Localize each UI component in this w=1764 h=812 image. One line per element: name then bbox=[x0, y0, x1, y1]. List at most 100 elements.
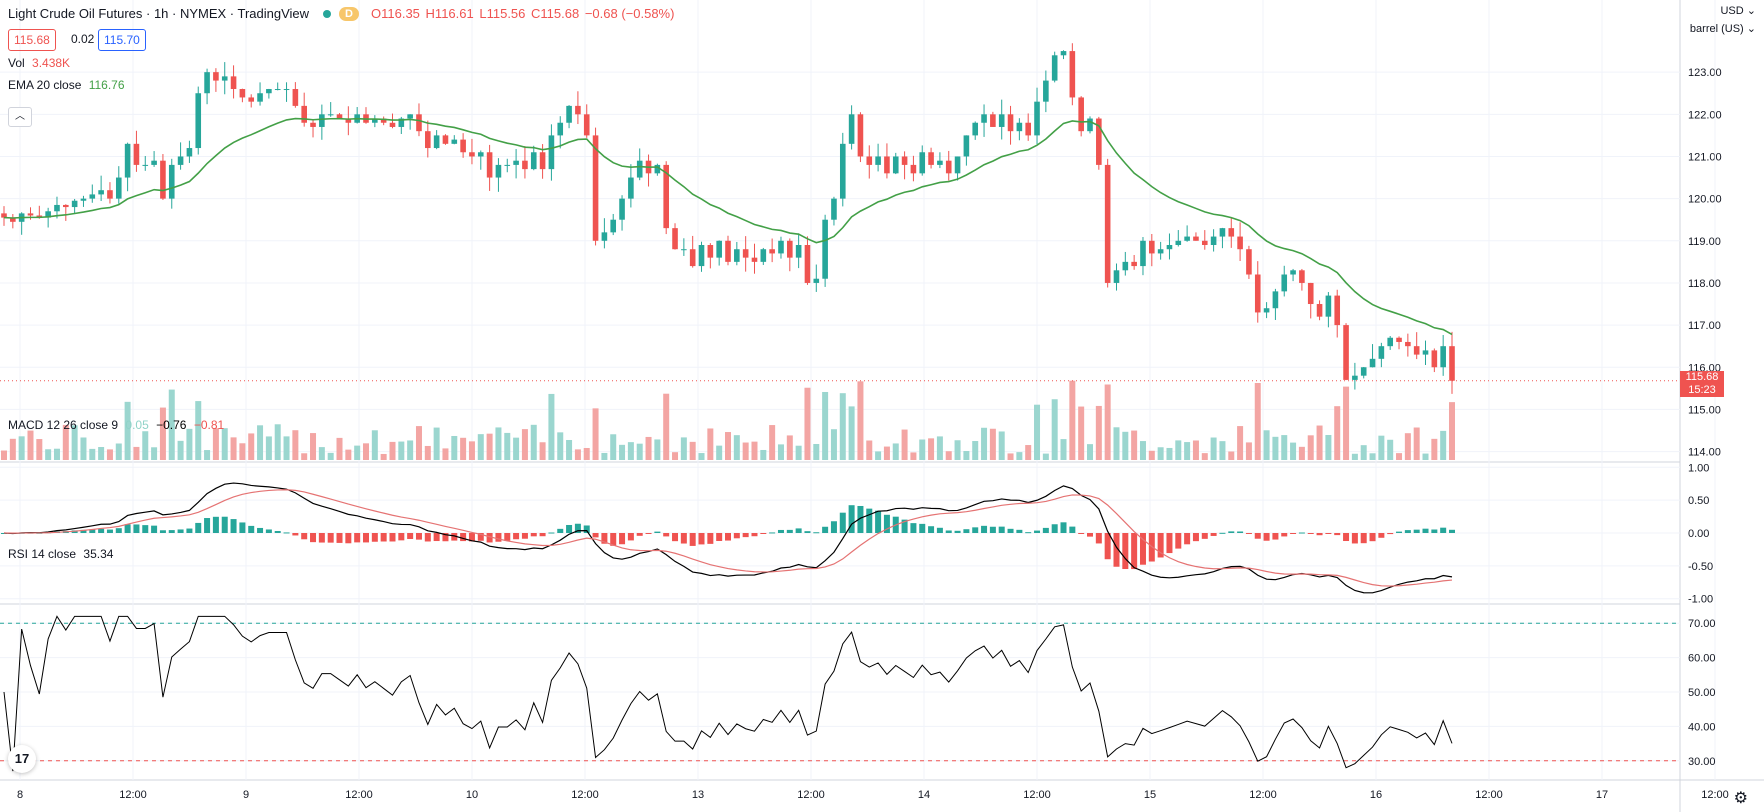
volume-bar bbox=[230, 437, 237, 460]
volume-bar bbox=[910, 452, 917, 460]
tradingview-logo[interactable]: 17 bbox=[8, 745, 36, 773]
buy-price-button[interactable]: 115.70 bbox=[98, 29, 146, 51]
macd-label: MACD 12 26 close 9 bbox=[8, 418, 119, 432]
volume-bar bbox=[115, 443, 122, 460]
low-value: L115.56 bbox=[479, 6, 526, 21]
volume-bar bbox=[433, 427, 440, 460]
candle-body bbox=[36, 215, 43, 218]
price-tick-label: 120.00 bbox=[1688, 194, 1722, 206]
volume-bar bbox=[530, 424, 537, 460]
macd-hist-bar bbox=[80, 529, 87, 533]
macd-hist-bar bbox=[1387, 533, 1394, 535]
macd-hist-bar bbox=[1290, 533, 1297, 534]
volume-bar bbox=[592, 408, 599, 460]
collapse-legend-button[interactable]: ︿ bbox=[8, 107, 32, 127]
macd-hist-bar bbox=[1201, 533, 1208, 539]
candle-body bbox=[795, 245, 802, 258]
volume-bar bbox=[548, 393, 555, 460]
candle-body bbox=[1254, 274, 1261, 313]
candle-body bbox=[1060, 51, 1067, 56]
candle-body bbox=[1281, 274, 1288, 292]
candle-body bbox=[10, 217, 16, 222]
symbol-title[interactable]: Light Crude Oil Futures · 1h · NYMEX · T… bbox=[8, 6, 310, 21]
candle-body bbox=[1316, 304, 1323, 317]
candle-body bbox=[892, 156, 899, 174]
macd-hist-bar bbox=[389, 533, 396, 542]
volume-bar bbox=[336, 437, 343, 460]
ema-legend[interactable]: EMA 20 close 116.76 bbox=[8, 78, 125, 92]
candle-body bbox=[1440, 346, 1446, 368]
macd-hist-bar bbox=[1237, 531, 1244, 533]
volume-bar bbox=[1025, 445, 1032, 460]
candle-body bbox=[981, 114, 987, 123]
macd-hist-bar bbox=[159, 530, 166, 533]
volume-bar bbox=[1210, 437, 1217, 460]
volume-bar bbox=[857, 381, 864, 460]
candle-body bbox=[1034, 101, 1040, 136]
volume-bar bbox=[151, 447, 158, 460]
volume-bar bbox=[1254, 382, 1261, 460]
interval-badge[interactable]: D bbox=[339, 6, 359, 21]
volume-bar bbox=[574, 449, 581, 460]
candle-body bbox=[530, 152, 537, 170]
macd-hist-bar bbox=[901, 519, 908, 533]
volume-bar bbox=[1396, 453, 1403, 460]
macd-hist-bar bbox=[963, 529, 970, 533]
candle-body bbox=[1051, 55, 1058, 81]
macd-hist-bar bbox=[310, 533, 317, 543]
volume-bar bbox=[177, 440, 184, 460]
volume-bar bbox=[1387, 439, 1394, 460]
volume-bar bbox=[1016, 452, 1023, 460]
macd-hist-bar bbox=[283, 532, 290, 534]
price-tick-label: 119.00 bbox=[1688, 236, 1721, 248]
volume-bar bbox=[1087, 444, 1093, 460]
macd-hist-bar bbox=[292, 533, 299, 536]
volume-bar bbox=[919, 439, 926, 460]
macd-hist-bar bbox=[610, 533, 617, 546]
volume-bar bbox=[1, 450, 7, 460]
volume-bar bbox=[1360, 445, 1367, 460]
macd-tick-label: -1.00 bbox=[1688, 594, 1713, 606]
candle-body bbox=[716, 240, 722, 258]
candle-body bbox=[787, 240, 793, 258]
candle-body bbox=[998, 114, 1005, 127]
volume-bar bbox=[1378, 435, 1385, 460]
macd-hist-bar bbox=[1378, 533, 1385, 538]
candle-body bbox=[133, 143, 140, 165]
time-tick-label: 8 bbox=[17, 789, 23, 801]
volume-bar bbox=[566, 439, 573, 460]
macd-hist-bar bbox=[265, 529, 272, 533]
candle-body bbox=[27, 213, 34, 216]
volume-bar bbox=[610, 434, 617, 460]
candle-body bbox=[1369, 358, 1376, 368]
volume-bar bbox=[1325, 434, 1332, 460]
volume-bar bbox=[327, 452, 334, 460]
time-tick-label: 12:00 bbox=[1023, 789, 1051, 801]
macd-hist-bar bbox=[371, 533, 378, 542]
macd-hist-bar bbox=[221, 516, 228, 533]
candle-body bbox=[689, 249, 696, 267]
sell-price-button[interactable]: 115.68 bbox=[8, 29, 56, 51]
candle-body bbox=[257, 93, 263, 102]
volume-legend[interactable]: Vol 3.438K bbox=[8, 56, 70, 70]
macd-hist-bar bbox=[442, 533, 449, 542]
gear-icon[interactable]: ⚙ bbox=[1733, 790, 1748, 807]
rsi-legend[interactable]: RSI 14 close 35.34 bbox=[8, 547, 113, 561]
candle-body bbox=[239, 89, 246, 98]
currency-selector[interactable]: USD ⌄ bbox=[1720, 4, 1756, 17]
volume-bar bbox=[777, 444, 784, 460]
unit-selector[interactable]: barrel (US) ⌄ bbox=[1690, 22, 1756, 35]
candle-body bbox=[848, 114, 855, 144]
volume-bar bbox=[601, 452, 608, 460]
macd-hist-bar bbox=[830, 521, 837, 533]
candle-body bbox=[486, 152, 493, 178]
rsi-tick-label: 50.00 bbox=[1688, 687, 1716, 699]
macd-hist-bar bbox=[566, 524, 573, 533]
macd-hist-bar bbox=[707, 533, 714, 544]
macd-hist-bar bbox=[1228, 531, 1235, 533]
candle-body bbox=[327, 114, 334, 116]
candle-body bbox=[663, 164, 669, 229]
candle-body bbox=[1431, 350, 1438, 368]
macd-legend[interactable]: MACD 12 26 close 9 0.05 −0.76 −0.81 bbox=[8, 418, 224, 432]
